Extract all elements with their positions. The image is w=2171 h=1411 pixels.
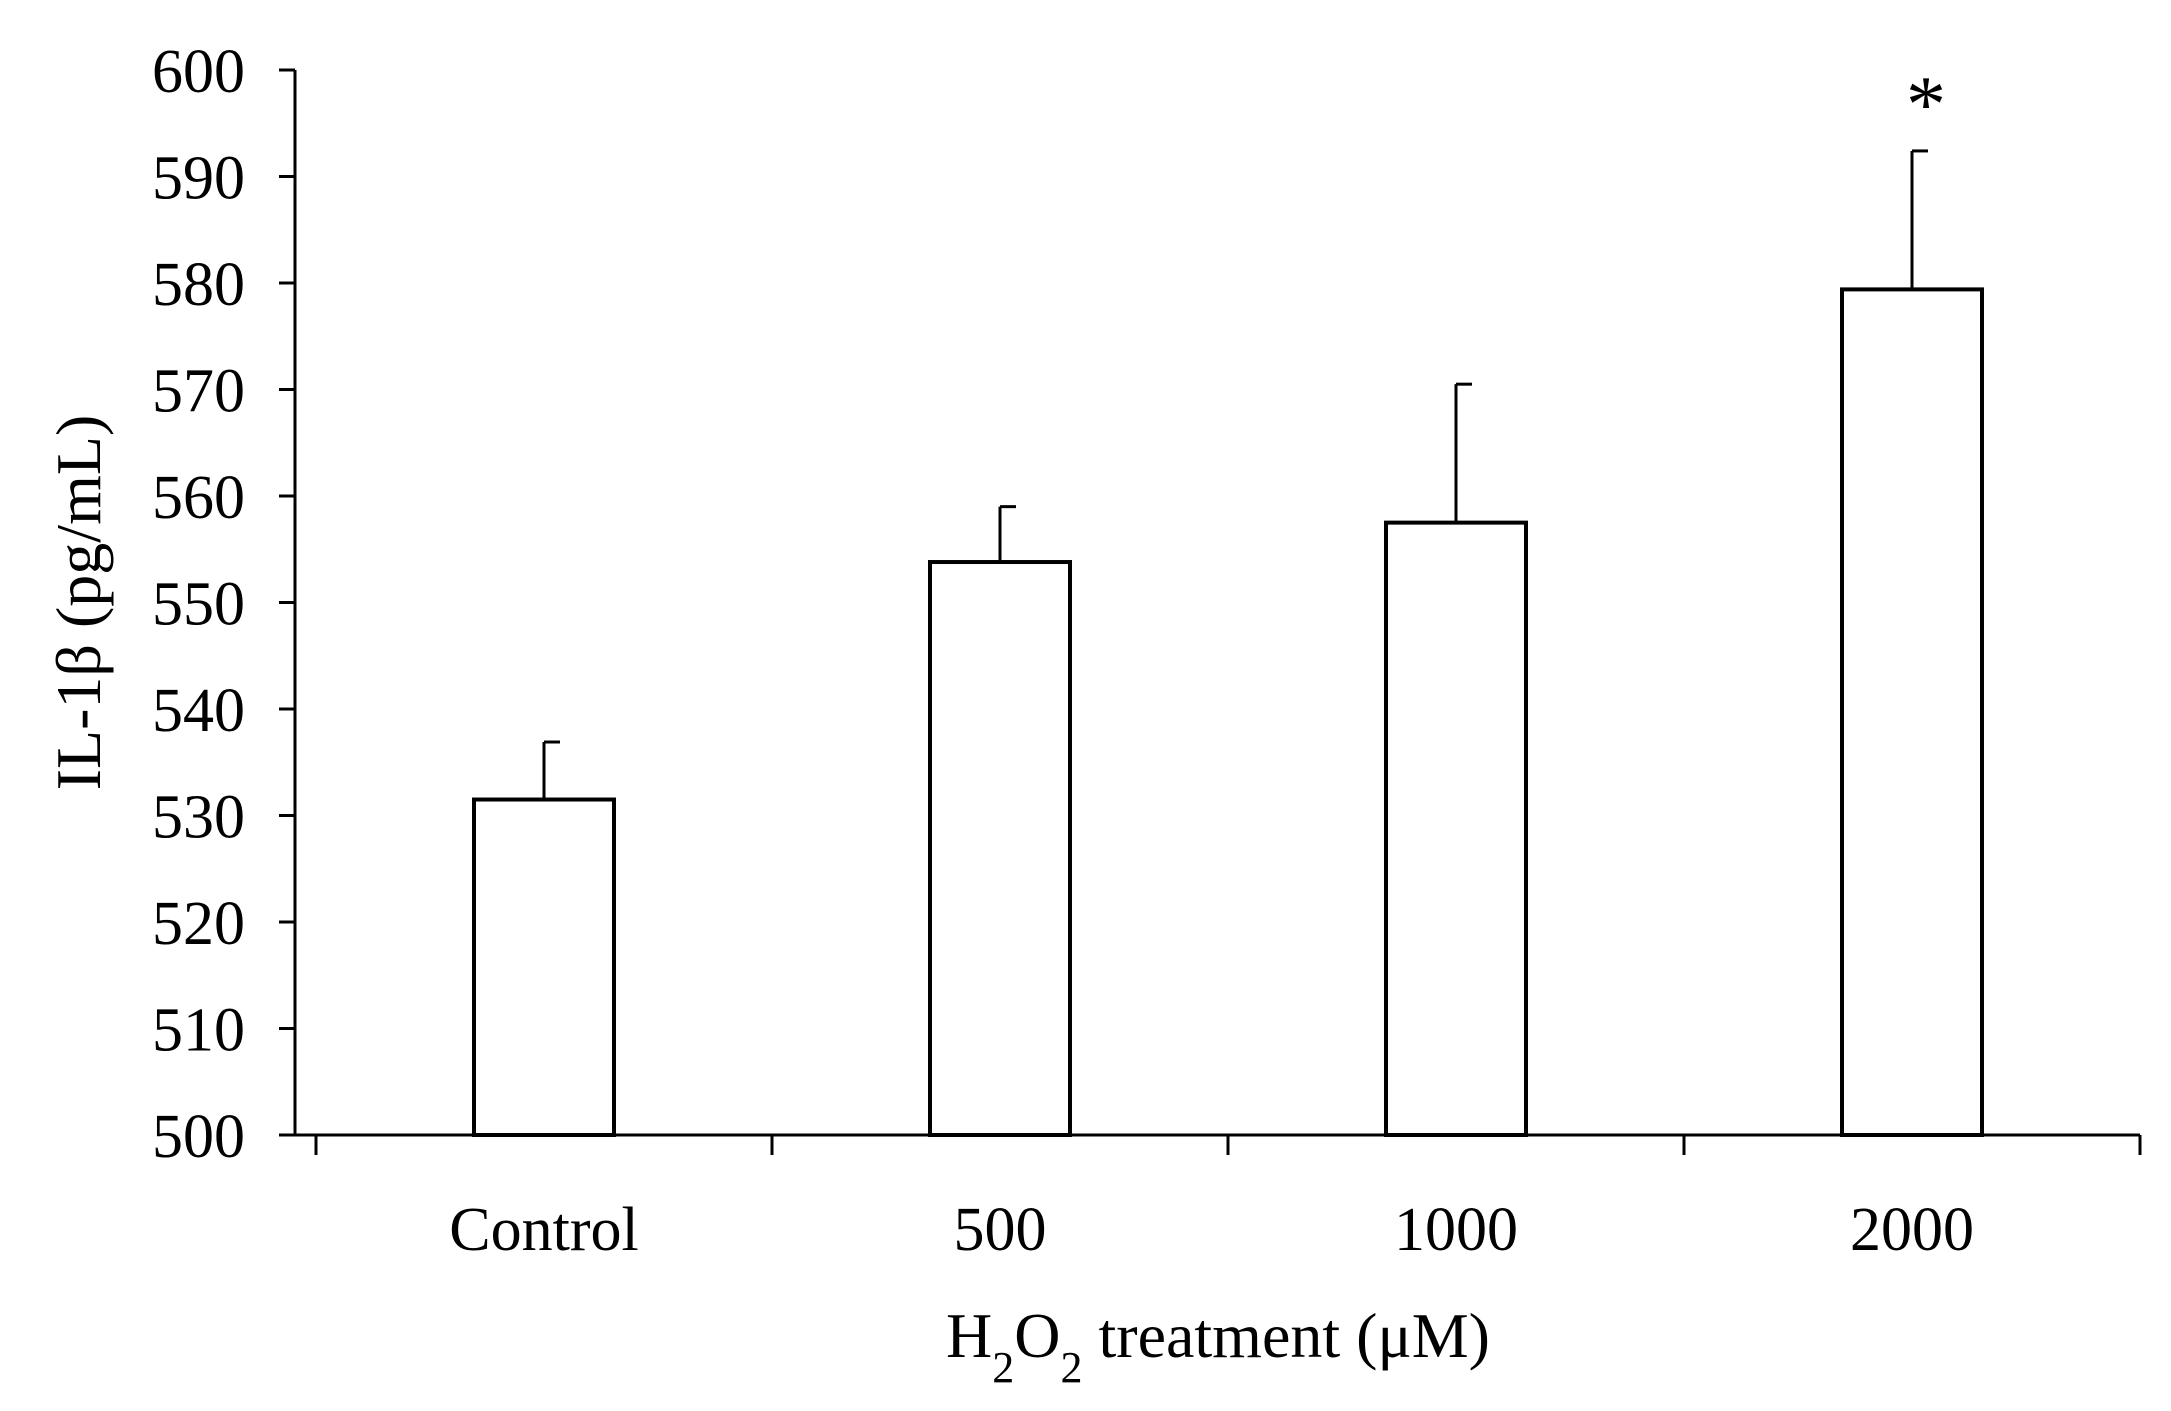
y-tick-label: 520 — [152, 890, 245, 958]
y-tick-label: 510 — [152, 997, 245, 1065]
y-tick-label: 550 — [152, 571, 245, 639]
labels-group: 500 510 520 530 540 550 560 570 580 590 600 Control… — [152, 38, 1974, 1264]
x-axis-title-suffix: treatment (μM) — [1082, 1300, 1490, 1371]
y-tick-label: 600 — [152, 38, 245, 106]
y-tick-label: 570 — [152, 358, 245, 426]
x-tick-label: 500 — [954, 1196, 1047, 1264]
x-axis-title-mid: O — [1014, 1300, 1060, 1371]
x-axis-title-sub1: 2 — [992, 1343, 1014, 1392]
y-tick-label: 580 — [152, 251, 245, 319]
y-tick-label: 500 — [152, 1103, 245, 1171]
y-tick-label: 530 — [152, 784, 245, 852]
bar-2000 — [1840, 287, 1984, 1137]
x-tick-label: 1000 — [1394, 1196, 1518, 1264]
x-tick-label: Control — [449, 1196, 638, 1264]
y-tick-label: 590 — [152, 145, 245, 213]
significance-marker: * — [1906, 61, 1946, 149]
x-axis-title-prefix: H — [946, 1300, 992, 1371]
y-tick-label: 560 — [152, 464, 245, 532]
bars-group — [472, 149, 1984, 1138]
y-tick-label: 540 — [152, 677, 245, 745]
bar-500 — [928, 560, 1072, 1137]
x-axis-title-sub2: 2 — [1060, 1343, 1082, 1392]
bar-1000 — [1384, 520, 1528, 1137]
bar-Control — [472, 797, 616, 1138]
x-tick-label: 2000 — [1850, 1196, 1974, 1264]
axes-group — [279, 68, 2142, 1155]
x-axis-title: H2O2 treatment (μM) — [946, 1300, 1490, 1392]
y-axis-title: IL-1β (pg/mL) — [43, 415, 114, 791]
